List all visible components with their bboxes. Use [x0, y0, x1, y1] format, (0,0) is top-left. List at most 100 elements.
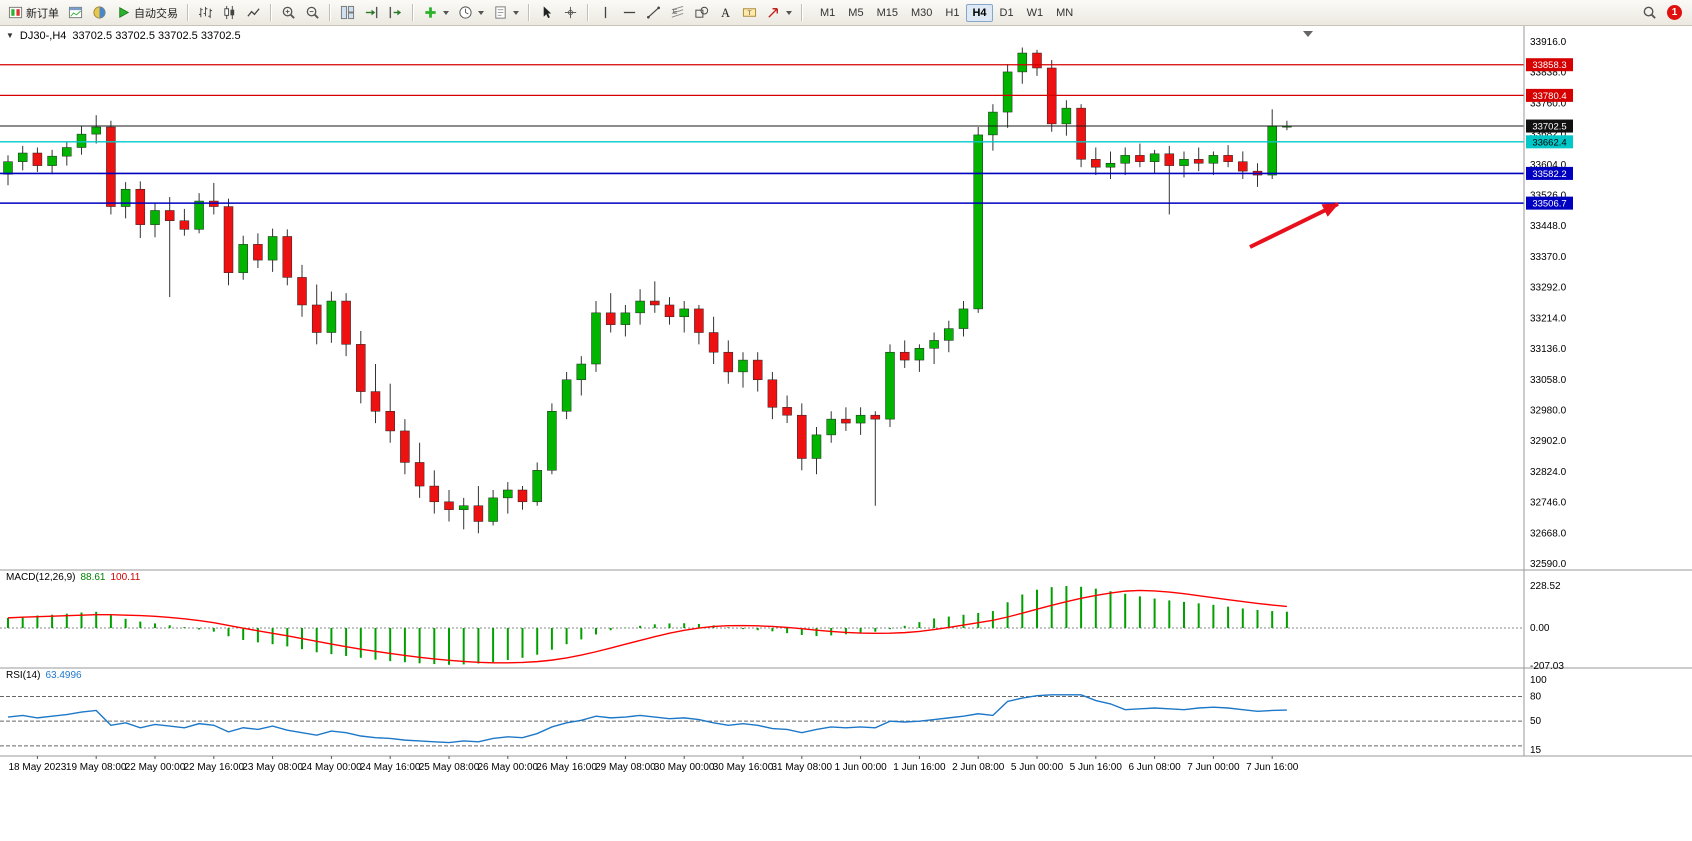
time-label: 31 May 08:00 — [771, 762, 832, 773]
notifications-badge[interactable]: 1 — [1667, 5, 1682, 20]
symbol-period: DJ30-,H4 — [19, 30, 67, 42]
chart-menu-icon[interactable]: ▼ — [6, 31, 14, 40]
chevron-down-icon — [513, 10, 519, 15]
charts-button[interactable] — [64, 2, 87, 24]
fibonacci-icon: E — [671, 5, 684, 18]
text-label-button[interactable]: T — [738, 2, 761, 24]
bar-chart-button[interactable] — [194, 2, 217, 24]
toolbar-separator — [270, 4, 272, 21]
candle — [620, 312, 631, 325]
timeframe-d1-button[interactable]: D1 — [999, 6, 1014, 19]
candle — [929, 340, 939, 349]
timeframe-h1-button[interactable]: H1 — [945, 6, 960, 19]
candle — [767, 379, 778, 408]
candle — [1105, 162, 1116, 168]
candle — [370, 391, 381, 412]
chart-background — [0, 26, 1692, 778]
timeframe-mn-button[interactable]: MN — [1056, 6, 1074, 19]
vertical-line-button[interactable] — [594, 2, 617, 24]
macd-label: MACD(12,26,9) 88.61 100.11 — [6, 572, 140, 583]
auto-scroll-icon — [365, 6, 378, 19]
trendline-button[interactable] — [642, 2, 665, 24]
horizontal-line-button[interactable] — [618, 2, 641, 24]
price-tag-label: 33662.4 — [1532, 137, 1566, 148]
horizontal-line-icon — [623, 11, 636, 14]
crosshair-button[interactable] — [559, 2, 582, 24]
zoom-in-icon — [282, 6, 295, 19]
time-label: 6 Jun 08:00 — [1128, 762, 1181, 773]
tile-windows-button[interactable] — [336, 2, 359, 24]
chart-window[interactable]: 33916.0 33838.0 33760.0 33682.0 33604.0 33526… — [0, 26, 1692, 841]
timeframe-group: M1 M5 M15 M30 H1 H4 D1 W1 MN — [814, 3, 1079, 22]
cursor-button[interactable] — [535, 2, 558, 24]
indicators-button[interactable] — [419, 2, 453, 24]
chart-shift-button[interactable] — [384, 2, 407, 24]
chevron-down-icon — [786, 10, 792, 15]
time-label: 24 May 16:00 — [360, 762, 421, 773]
text-button[interactable]: A — [714, 2, 737, 24]
time-label: 29 May 08:00 — [595, 762, 656, 773]
price-tick-label: 32590.0 — [1530, 559, 1567, 570]
timeframe-m15-button[interactable]: M15 — [876, 6, 898, 19]
timeframe-w1-button[interactable]: W1 — [1026, 6, 1044, 19]
candle — [1017, 52, 1028, 73]
new-order-button[interactable]: 新订单 — [4, 2, 63, 24]
toolbar-separator — [187, 4, 189, 21]
price-tick-label: 32902.0 — [1530, 436, 1567, 447]
arrows-button[interactable] — [762, 2, 796, 24]
new-order-icon — [8, 6, 23, 19]
profiles-button[interactable] — [88, 2, 111, 24]
arrow-annotation[interactable] — [1249, 202, 1339, 249]
templates-button[interactable] — [489, 2, 523, 24]
candle — [782, 407, 792, 416]
price-tag-label: 33702.5 — [1532, 122, 1566, 133]
candle — [62, 147, 72, 157]
timeframe-m30-button[interactable]: M30 — [910, 6, 933, 19]
fibonacci-button[interactable]: E — [666, 2, 689, 24]
price-tick-label: 32824.0 — [1530, 467, 1567, 478]
candle — [444, 501, 454, 510]
zoom-out-button[interactable] — [301, 2, 324, 24]
candle — [429, 485, 440, 503]
candle — [164, 210, 175, 221]
candle — [223, 206, 234, 273]
zoom-in-button[interactable] — [277, 2, 300, 24]
candle — [1076, 107, 1086, 160]
shapes-button[interactable] — [690, 2, 713, 24]
search-button[interactable] — [1638, 2, 1661, 24]
candle — [547, 411, 557, 471]
macd-signal-line — [7, 589, 1287, 664]
price-tag — [1526, 196, 1573, 210]
price-tag — [1526, 166, 1573, 180]
candle — [1238, 161, 1248, 172]
auto-scroll-button[interactable] — [360, 2, 383, 24]
timeframe-m1-button[interactable]: M1 — [820, 6, 836, 19]
candle — [385, 411, 395, 432]
candle — [253, 244, 263, 261]
timeframe-h4-button[interactable]: H4 — [966, 3, 993, 22]
price-chart-canvas[interactable]: 33916.0 33838.0 33760.0 33682.0 33604.0 33526… — [0, 26, 1692, 778]
autotrade-button[interactable]: 自动交易 — [112, 2, 182, 24]
macd-main-value: 88.61 — [80, 572, 106, 583]
candle — [797, 414, 807, 459]
timeframe-m5-button[interactable]: M5 — [848, 6, 864, 19]
price-tick-label: 33526.0 — [1530, 191, 1567, 202]
candle — [723, 351, 734, 373]
candle — [1193, 159, 1204, 164]
candle — [870, 414, 881, 420]
time-label: 30 May 00:00 — [654, 762, 715, 773]
profiles-icon — [93, 6, 106, 19]
shapes-icon — [695, 6, 709, 18]
candlestick-chart-button[interactable] — [218, 2, 241, 24]
ohlc-quotes: 33702.5 33702.5 33702.5 33702.5 — [72, 30, 241, 42]
candle — [988, 111, 998, 136]
candle — [282, 236, 293, 278]
candle — [944, 328, 954, 341]
time-label: 24 May 00:00 — [301, 762, 362, 773]
candle — [1149, 153, 1160, 162]
candle — [17, 152, 28, 162]
macd-scale-label: -207.03 — [1530, 661, 1564, 672]
chart-shift-marker[interactable] — [1303, 31, 1313, 37]
line-chart-button[interactable] — [242, 2, 265, 24]
periods-button[interactable] — [454, 2, 488, 24]
